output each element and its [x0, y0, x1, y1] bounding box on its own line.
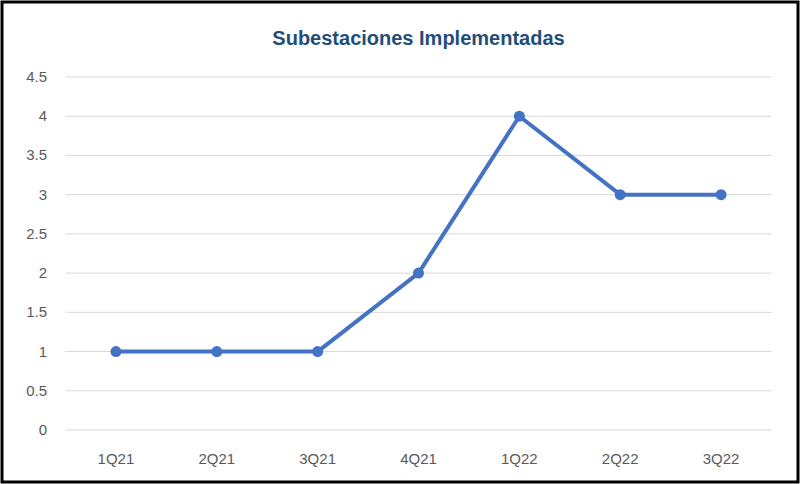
data-point [413, 268, 424, 279]
grid-line [66, 390, 772, 391]
y-tick-label: 0.5 [26, 382, 47, 399]
y-tick-label: 4 [39, 107, 47, 124]
y-tick-label: 2.5 [26, 225, 47, 242]
plot-marks [110, 111, 726, 357]
chart-svg: Subestaciones Implementadas 0 0.5 1 1.5 2 2.5 3… [0, 0, 800, 484]
x-tick-label: 3Q22 [703, 450, 740, 467]
grid-line [66, 155, 772, 156]
x-tick-label: 3Q21 [299, 450, 336, 467]
x-tick-label: 2Q22 [602, 450, 639, 467]
background [0, 0, 800, 484]
y-tick-label: 3.5 [26, 146, 47, 163]
y-tick-label: 1 [39, 343, 47, 360]
data-point [110, 346, 121, 357]
chart-title: Subestaciones Implementadas [272, 27, 564, 49]
data-point [211, 346, 222, 357]
grid-line [66, 77, 772, 78]
data-point [716, 189, 727, 200]
data-point [615, 189, 626, 200]
y-tick-label: 3 [39, 186, 47, 203]
grid-line [66, 430, 772, 431]
data-point [312, 346, 323, 357]
data-line [116, 116, 721, 351]
x-tick-label: 1Q22 [501, 450, 538, 467]
x-tick-label: 1Q21 [98, 450, 135, 467]
y-tick-label: 1.5 [26, 303, 47, 320]
grid-line [66, 312, 772, 313]
data-point [514, 111, 525, 122]
outer-border [2, 2, 798, 482]
y-tick-label: 0 [39, 421, 47, 438]
grid-line [66, 233, 772, 234]
grid-line [66, 116, 772, 117]
y-tick-label: 2 [39, 264, 47, 281]
chart-container: Subestaciones Implementadas 0 0.5 1 1.5 2 2.5 3… [0, 0, 800, 484]
x-tick-label: 2Q21 [198, 450, 235, 467]
y-tick-label: 4.5 [26, 68, 47, 85]
x-tick-label: 4Q21 [400, 450, 437, 467]
